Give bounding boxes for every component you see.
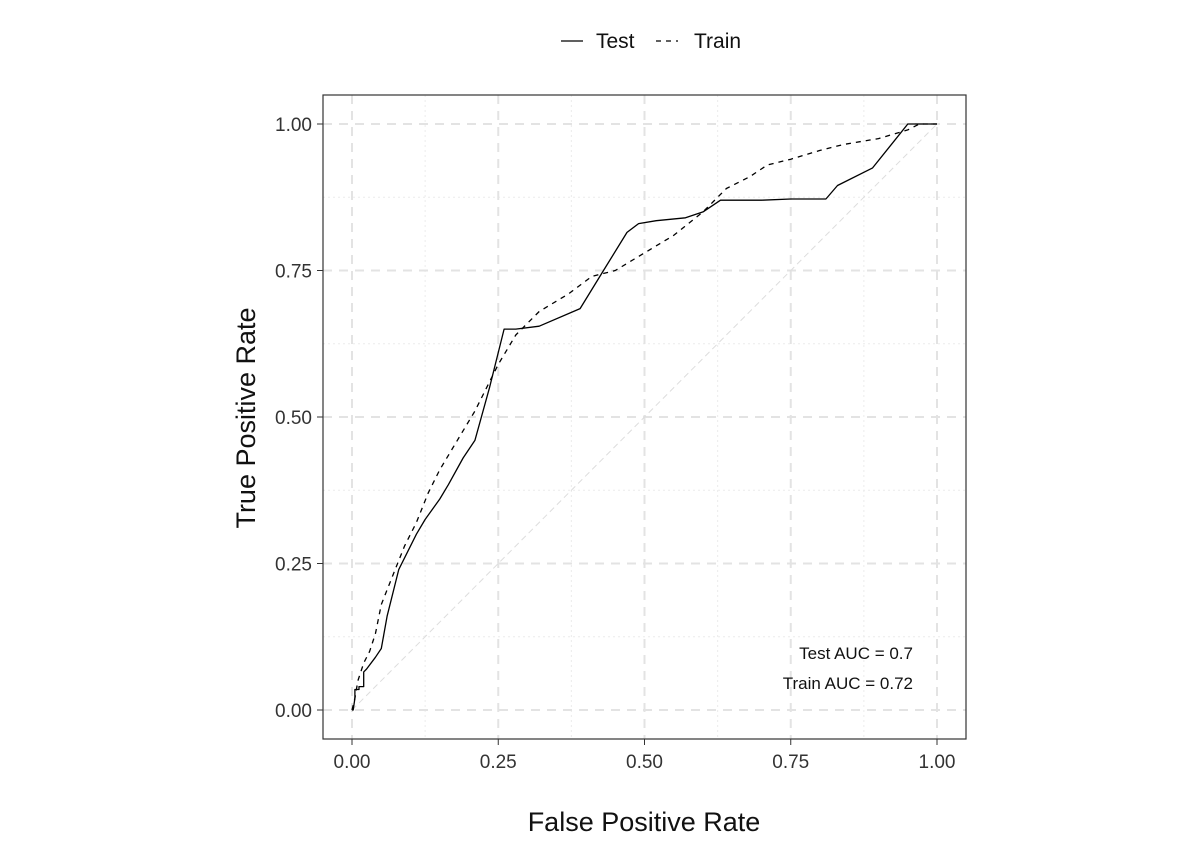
y-tick-label: 0.25 <box>275 555 312 576</box>
x-tick-label: 0.50 <box>626 752 663 773</box>
legend-train-label: Train <box>694 30 741 53</box>
y-tick-label: 0.50 <box>275 408 312 429</box>
series-line-train <box>351 123 937 711</box>
legend: Test Train <box>561 30 741 53</box>
reference-diagonal-line <box>351 123 938 711</box>
legend-test-label: Test <box>596 30 635 53</box>
series-line-test <box>352 123 937 711</box>
plot-area <box>322 94 967 740</box>
y-axis-title: True Positive Rate <box>231 307 261 528</box>
y-tick-label: 0.75 <box>275 262 312 283</box>
y-tick-label: 1.00 <box>275 115 312 136</box>
x-axis: 0.00 0.25 0.50 0.75 1.00 <box>334 739 956 773</box>
x-tick-label: 0.25 <box>480 752 517 773</box>
x-axis-title: False Positive Rate <box>528 807 761 837</box>
test-auc-annotation: Test AUC = 0.7 <box>799 644 913 663</box>
y-tick-label: 0.00 <box>275 701 312 722</box>
y-axis: 0.00 0.25 0.50 0.75 1.00 <box>275 115 323 722</box>
train-auc-annotation: Train AUC = 0.72 <box>783 674 913 693</box>
x-tick-label: 0.00 <box>334 752 371 773</box>
x-tick-label: 0.75 <box>772 752 809 773</box>
series-layer <box>351 123 937 711</box>
x-tick-label: 1.00 <box>919 752 956 773</box>
